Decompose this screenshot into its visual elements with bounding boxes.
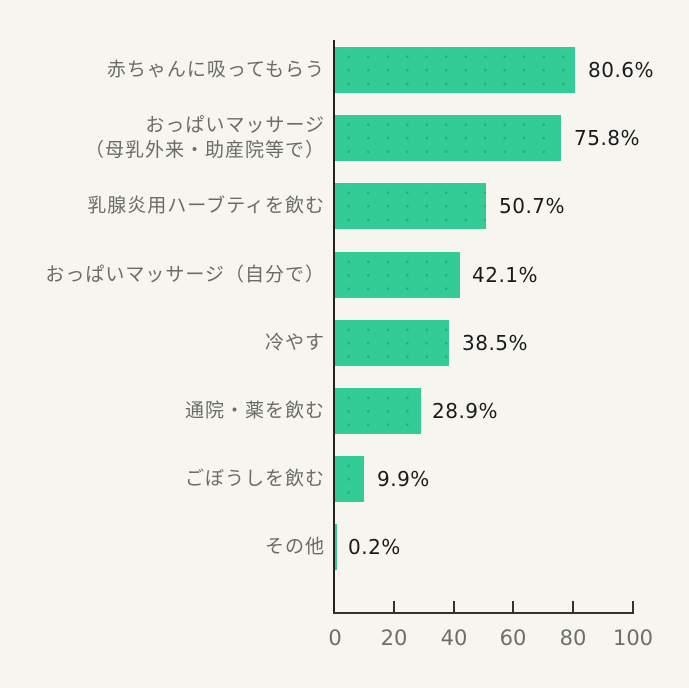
bar — [335, 115, 561, 161]
x-tick — [393, 601, 395, 613]
bar — [335, 47, 575, 93]
category-label: おっぱいマッサージ（自分で） — [45, 263, 325, 288]
category-label-text: 赤ちゃんに吸ってもらう — [106, 58, 325, 81]
x-tick-label: 80 — [559, 626, 587, 650]
category-label: ごぼうしを飲む — [185, 467, 325, 492]
bar-row: 通院・薬を飲む 28.9% — [0, 388, 689, 434]
bar-row: 乳腺炎用ハーブティを飲む 50.7% — [0, 183, 689, 229]
category-label: 冷やす — [265, 331, 325, 356]
x-tick-label: 60 — [499, 626, 527, 650]
category-label: 通院・薬を飲む — [185, 399, 325, 424]
bar — [335, 388, 421, 434]
value-label: 42.1% — [472, 263, 539, 287]
x-tick-label: 20 — [380, 626, 408, 650]
category-label-text: おっぱいマッサージ（自分で） — [45, 263, 325, 286]
x-tick — [572, 601, 574, 613]
bar — [335, 524, 337, 570]
category-label-text: その他 — [264, 535, 325, 558]
value-label: 38.5% — [462, 331, 529, 355]
bar-row: 冷やす 38.5% — [0, 320, 689, 366]
value-label: 0.2% — [348, 535, 401, 559]
bar — [335, 320, 449, 366]
value-label: 50.7% — [499, 194, 566, 218]
value-label: 75.8% — [574, 126, 641, 150]
category-label: その他 — [265, 535, 325, 560]
category-label: おっぱいマッサージ （母乳外来・助産院等で） — [85, 113, 325, 163]
bar-row: おっぱいマッサージ（自分で） 42.1% — [0, 252, 689, 298]
category-label-text: 通院・薬を飲む — [184, 399, 325, 422]
x-tick-label: 40 — [440, 626, 468, 650]
x-axis-line — [333, 612, 634, 614]
x-tick — [512, 601, 514, 613]
bar-row: 赤ちゃんに吸ってもらう 80.6% — [0, 47, 689, 93]
bar — [335, 252, 460, 298]
y-axis-line — [333, 40, 335, 614]
x-tick-label: 0 — [328, 626, 342, 650]
category-label: 赤ちゃんに吸ってもらう — [107, 58, 325, 83]
category-label-text: 乳腺炎用ハーブティを飲む — [87, 194, 325, 217]
category-label-line: （母乳外来・助産院等で） — [84, 139, 325, 161]
bar — [335, 456, 364, 502]
category-label-line: おっぱいマッサージ — [145, 114, 325, 136]
value-label: 28.9% — [432, 399, 499, 423]
bar — [335, 183, 486, 229]
category-label-text: 冷やす — [264, 331, 325, 354]
bar-row: おっぱいマッサージ （母乳外来・助産院等で） 75.8% — [0, 113, 689, 163]
value-label: 9.9% — [377, 467, 430, 491]
category-label-text: ごぼうしを飲む — [184, 467, 325, 490]
x-tick-label: 100 — [612, 626, 654, 650]
bar-row: ごぼうしを飲む 9.9% — [0, 456, 689, 502]
x-tick — [632, 601, 634, 613]
x-tick — [453, 601, 455, 613]
value-label: 80.6% — [588, 58, 655, 82]
bar-row: その他 0.2% — [0, 524, 689, 570]
category-label: 乳腺炎用ハーブティを飲む — [87, 194, 325, 219]
